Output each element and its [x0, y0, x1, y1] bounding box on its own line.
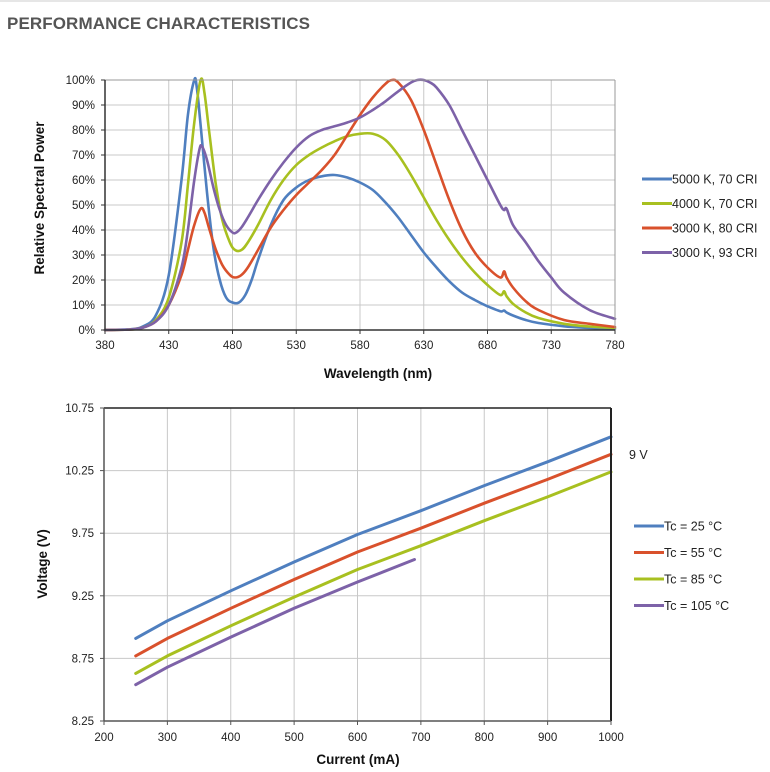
x-tick-label: 530 — [287, 340, 306, 352]
chart1-axes — [101, 79, 616, 334]
y-tick-label: 40% — [72, 225, 95, 237]
y-tick-label: 100% — [66, 75, 95, 87]
y-tick-label: 10.25 — [65, 466, 94, 478]
chart2-legend: Tc = 25 °C Tc = 55 °C Tc = 85 °C Tc = 105 °… — [634, 520, 729, 613]
chart1-x-axis-label: Wavelength (nm) — [324, 366, 432, 381]
y-tick-label: 9.25 — [72, 591, 94, 603]
x-tick-label: 200 — [94, 732, 113, 744]
chart1-tick-labels: 380 430 480 530 580 630 680 730 780 0% 10% 20% 30% 40… — [66, 75, 625, 352]
x-tick-label: 630 — [414, 340, 433, 352]
x-tick-label: 300 — [158, 732, 177, 744]
y-tick-label: 0% — [78, 325, 95, 337]
chart1-series — [103, 76, 617, 332]
y-tick-label: 9.75 — [72, 528, 94, 540]
x-tick-label: 600 — [348, 732, 367, 744]
x-tick-label: 1000 — [598, 732, 624, 744]
y-tick-label: 30% — [72, 250, 95, 262]
x-tick-label: 500 — [285, 732, 304, 744]
y-tick-label: 10.75 — [65, 403, 94, 415]
y-tick-label: 10% — [72, 300, 95, 312]
series-line-tc-55-c — [134, 452, 613, 658]
legend-label: 5000 K, 70 CRI — [672, 173, 757, 187]
y-tick-label: 8.75 — [72, 653, 94, 665]
spectral-power-chart: 380 430 480 530 580 630 680 730 780 0% 10% 20% 30% 40… — [32, 75, 757, 381]
chart1-grid — [105, 79, 616, 330]
chart1-legend: 5000 K, 70 CRI 4000 K, 70 CRI 3000 K, 80 C… — [642, 173, 757, 260]
y-tick-label: 8.25 — [72, 716, 94, 728]
x-tick-label: 400 — [221, 732, 240, 744]
x-tick-label: 680 — [478, 340, 497, 352]
y-tick-label: 70% — [72, 150, 95, 162]
x-tick-label: 380 — [95, 340, 114, 352]
chart2-tick-labels: 200 300 400 500 600 700 800 900 1000 8.25 8.75 9.25… — [65, 403, 624, 744]
y-tick-label: 50% — [72, 200, 95, 212]
x-tick-label: 800 — [475, 732, 494, 744]
legend-label: Tc = 105 °C — [664, 599, 729, 613]
x-tick-label: 480 — [223, 340, 242, 352]
series-line-tc-85-c — [134, 470, 613, 675]
chart1-y-axis-label: Relative Spectral Power — [32, 121, 47, 275]
chart2-y-axis-label: Voltage (V) — [35, 529, 50, 599]
series-line-4000-k-70-cri — [103, 77, 617, 332]
series-line-tc-105-c — [134, 558, 416, 687]
chart2-grid — [104, 407, 612, 721]
x-tick-label: 780 — [605, 340, 624, 352]
x-tick-label: 430 — [159, 340, 178, 352]
legend-label: 3000 K, 80 CRI — [672, 222, 757, 236]
legend-label: Tc = 55 °C — [664, 546, 722, 560]
top-divider — [0, 0, 770, 2]
page-title: PERFORMANCE CHARACTERISTICS — [7, 14, 311, 33]
y-tick-label: 90% — [72, 100, 95, 112]
y-tick-label: 20% — [72, 275, 95, 287]
series-line-3000-k-80-cri — [103, 78, 617, 332]
chart2-annotation-9v: 9 V — [629, 448, 648, 462]
x-tick-label: 900 — [538, 732, 557, 744]
x-tick-label: 580 — [350, 340, 369, 352]
legend-label: Tc = 25 °C — [664, 520, 722, 534]
x-tick-label: 700 — [411, 732, 430, 744]
legend-label: 3000 K, 93 CRI — [672, 246, 757, 260]
y-tick-label: 60% — [72, 175, 95, 187]
x-tick-label: 730 — [542, 340, 561, 352]
chart2-series — [134, 435, 613, 687]
y-tick-label: 80% — [72, 125, 95, 137]
chart2-axes — [100, 407, 612, 725]
legend-label: Tc = 85 °C — [664, 573, 722, 587]
chart2-x-axis-label: Current (mA) — [316, 752, 399, 767]
series-line-tc-25-c — [134, 435, 613, 640]
legend-label: 4000 K, 70 CRI — [672, 197, 757, 211]
series-line-3000-k-93-cri — [103, 78, 617, 332]
